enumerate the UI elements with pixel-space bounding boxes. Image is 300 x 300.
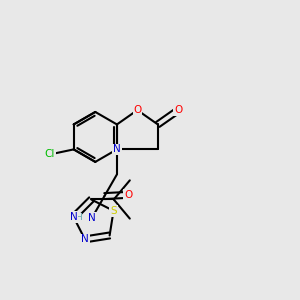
Text: S: S [110, 206, 117, 216]
Text: O: O [133, 105, 142, 115]
Text: Cl: Cl [45, 149, 55, 159]
Text: O: O [174, 105, 182, 115]
Text: H: H [75, 213, 82, 222]
Text: O: O [124, 190, 132, 200]
Text: N: N [81, 234, 89, 244]
Text: N: N [70, 212, 77, 222]
Text: N: N [113, 144, 121, 154]
Text: N: N [88, 213, 96, 223]
